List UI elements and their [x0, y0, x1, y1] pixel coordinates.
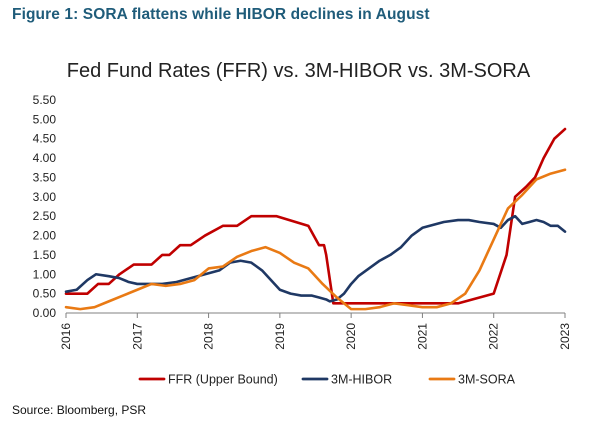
- y-tick-label: 1.00: [33, 267, 57, 281]
- y-tick-label: 2.00: [33, 229, 57, 243]
- y-tick-label: 3.50: [33, 170, 57, 184]
- x-tick-label: 2017: [130, 323, 144, 350]
- line-chart: 0.00 0.50 1.00 1.50 2.00 2.50 3.00 3.50 4.00 4.50…: [33, 93, 572, 387]
- source-note: Source: Bloomberg, PSR: [12, 403, 147, 417]
- y-tick-label: 0.00: [33, 306, 57, 320]
- series-line-3m-sora: [64, 168, 567, 311]
- x-tick-label: 2020: [344, 323, 358, 350]
- y-tick-label: 5.50: [33, 93, 57, 107]
- chart-title: Fed Fund Rates (FFR) vs. 3M-HIBOR vs. 3M…: [66, 60, 531, 82]
- y-tick-label: 4.50: [33, 132, 57, 146]
- x-tick-label: 2021: [415, 323, 429, 350]
- legend-label: 3M-SORA: [458, 373, 516, 387]
- legend: FFR (Upper Bound) 3M-HIBOR 3M-SORA: [138, 373, 516, 387]
- x-tick-label: 2019: [273, 323, 287, 350]
- y-tick-label: 4.00: [33, 151, 57, 165]
- y-tick-label: 2.50: [33, 209, 57, 223]
- x-tick-label: 2022: [487, 323, 501, 350]
- series-line-ffr-upper-bound: [64, 127, 567, 305]
- x-tick-label: 2018: [202, 323, 216, 350]
- series-lines: [64, 127, 567, 311]
- y-tick-label: 3.00: [33, 190, 57, 204]
- x-tick-label: 2023: [558, 323, 572, 350]
- y-axis: 0.00 0.50 1.00 1.50 2.00 2.50 3.00 3.50 4.00 4.50…: [33, 93, 57, 320]
- y-tick-label: 0.50: [33, 287, 57, 301]
- figure-title: Figure 1: SORA flattens while HIBOR decl…: [12, 6, 430, 23]
- legend-label: FFR (Upper Bound): [168, 373, 278, 387]
- y-tick-label: 1.50: [33, 248, 57, 262]
- x-tick-label: 2016: [59, 323, 73, 350]
- y-tick-label: 5.00: [33, 112, 57, 126]
- x-axis: 2016 2017 2018 2019 2020 2021 2022 2023: [59, 312, 572, 350]
- legend-label: 3M-HIBOR: [331, 373, 392, 387]
